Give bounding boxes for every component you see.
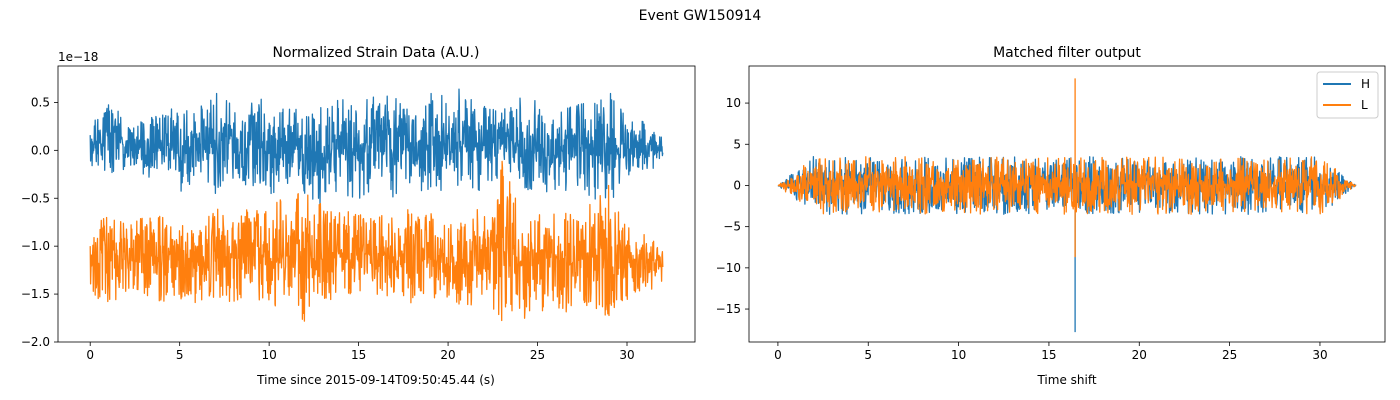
matched-filter-y-tick-label: −5: [723, 220, 741, 234]
matched-filter-x-tick-label: 0: [774, 348, 782, 362]
matched-filter-y-tick-label: −10: [716, 261, 741, 275]
strain-y-tick-label: −0.5: [21, 191, 50, 205]
matched-filter-x-label: Time shift: [1036, 373, 1096, 387]
strain-y-tick-label: −2.0: [21, 335, 50, 349]
strain-x-tick-label: 10: [261, 348, 276, 362]
matched-filter-x-tick-label: 20: [1132, 348, 1147, 362]
strain-x-tick-label: 30: [619, 348, 634, 362]
strain-x-tick-label: 25: [530, 348, 545, 362]
strain-series-line-l: [89, 160, 664, 322]
legend-label-l: L: [1361, 98, 1368, 112]
strain-offset-text: 1e−18: [58, 50, 98, 64]
matched-filter-x-tick-label: 30: [1312, 348, 1327, 362]
matched-filter-y-tick-label: 10: [726, 96, 741, 110]
matched-filter-axes-frame: [748, 65, 1386, 343]
matched-filter-y-tick-label: −15: [716, 302, 741, 316]
strain-x-tick-label: 20: [440, 348, 455, 362]
legend: H L: [1316, 71, 1379, 119]
matched-filter-y-ticks: 10 5 0 −5 −10 −15: [716, 96, 749, 316]
strain-x-ticks: 0 5 10 15 20 25 30: [86, 342, 635, 362]
strain-title: Normalized Strain Data (A.U.): [272, 45, 479, 61]
strain-x-tick-label: 0: [86, 348, 94, 362]
strain-y-tick-label: −1.5: [21, 287, 50, 301]
matched-filter-series: [777, 78, 1357, 333]
strain-series-line-h: [89, 88, 664, 206]
strain-axes-frame: [57, 65, 696, 343]
strain-x-label: Time since 2015-09-14T09:50:45.44 (s): [256, 373, 495, 387]
strain-axes: Normalized Strain Data (A.U.) 1e−18 0 5 10…: [21, 45, 696, 387]
matched-filter-title: Matched filter output: [993, 45, 1141, 61]
figure-suptitle: Event GW150914: [639, 8, 762, 24]
strain-x-tick-label: 15: [351, 348, 366, 362]
strain-y-tick-label: 0.5: [31, 95, 50, 109]
strain-x-tick-label: 5: [176, 348, 184, 362]
strain-series: [89, 88, 664, 322]
matched-filter-x-tick-label: 10: [951, 348, 966, 362]
strain-y-tick-label: 0.0: [31, 143, 50, 157]
strain-y-tick-label: −1.0: [21, 239, 50, 253]
matched-filter-axes: Matched filter output 0 5 10 15 20 25 30 10 5 0 −…: [716, 45, 1386, 387]
matched-filter-x-tick-label: 5: [864, 348, 872, 362]
matched-filter-y-tick-label: 5: [733, 137, 741, 151]
legend-label-h: H: [1361, 77, 1370, 91]
matched-filter-x-tick-label: 15: [1041, 348, 1056, 362]
matched-filter-x-ticks: 0 5 10 15 20 25 30: [774, 342, 1328, 362]
matched-filter-y-tick-label: 0: [733, 178, 741, 192]
matched-filter-x-tick-label: 25: [1222, 348, 1237, 362]
matched-filter-series-line-l: [777, 78, 1357, 258]
strain-y-ticks: 0.5 0.0 −0.5 −1.0 −1.5 −2.0: [21, 95, 58, 349]
